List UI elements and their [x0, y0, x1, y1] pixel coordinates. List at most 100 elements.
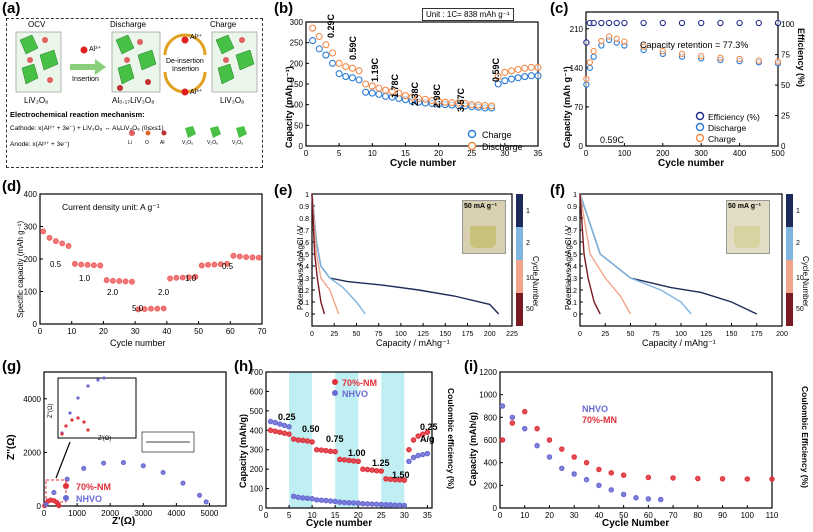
y-tick-label: 0.3 — [567, 276, 577, 283]
data-point-capacity — [65, 243, 72, 249]
x-tick-label: 25 — [330, 331, 338, 338]
data-point-capacity — [109, 277, 116, 284]
data-point-Charge — [501, 77, 509, 85]
x-tick-label: 10 — [308, 511, 317, 520]
data-point-70%-NM — [304, 438, 311, 444]
data-point-Efficiency (%) — [598, 19, 605, 27]
data-point-capacity — [243, 254, 250, 261]
y-tick-label: 0.1 — [299, 300, 309, 307]
y-tick-label: 500 — [250, 407, 264, 416]
discharge-compound: Al₀.₁₇LiV₃O₈ — [112, 96, 155, 105]
data-point-70%-NM — [313, 446, 320, 453]
data-point-NHVO — [387, 502, 394, 508]
x-tick-label: 50 — [627, 331, 635, 338]
series-line-50 — [579, 193, 601, 315]
data-point-NHVO — [378, 501, 385, 508]
zoom-arrow — [55, 441, 71, 479]
data-point-NHVO — [43, 501, 49, 507]
colorbar-segment — [516, 227, 523, 260]
data-point-Efficiency (%) — [605, 19, 613, 27]
rate-label-1: 0.59C — [348, 35, 358, 60]
data-point-Discharge — [381, 86, 390, 94]
legend-nhvo-marker — [332, 390, 338, 396]
data-point-capacity — [230, 252, 237, 259]
y-tick-label: 200 — [24, 255, 38, 264]
rate-label-7: 0.59C — [491, 57, 501, 82]
colorbar-segment — [516, 260, 523, 293]
y-tick-label: 300 — [250, 446, 264, 455]
data-point-70%-NM — [360, 466, 366, 472]
rate-label-5: 2.98C — [432, 83, 442, 108]
data-point-70%-MN — [559, 446, 565, 452]
data-point-Discharge — [481, 101, 489, 110]
data-point-70%-NM — [318, 447, 325, 453]
data-point-NHVO — [304, 495, 311, 502]
y-axis-label: Z''(Ω) — [6, 434, 17, 460]
data-point-NHVO — [355, 500, 361, 506]
y-axis-label: Potential vs Ag/AgCl / V — [564, 225, 573, 311]
legend-70nm-marker — [63, 483, 69, 489]
y-tick-label: 0 — [579, 142, 584, 151]
unit-note: Current density unit: A g⁻¹ — [62, 202, 160, 212]
panel-label: (g) — [2, 358, 22, 375]
data-point-70%-NM — [309, 439, 315, 445]
de-insertion-label: De-insertion — [166, 58, 204, 65]
y-tick-label: 100 — [290, 101, 304, 110]
data-point-Discharge — [527, 63, 535, 72]
rate-unit: A/g — [420, 434, 435, 444]
cathode-equation: Cathode: x(Al³⁺ + 3e⁻) + LiV₃O₈ ↔ AlₓLiV… — [10, 125, 164, 132]
x-tick-label: 30 — [400, 511, 409, 520]
data-point-Charge — [368, 89, 376, 97]
legend-charge-marker — [467, 129, 477, 139]
data-point-capacity — [173, 274, 180, 281]
x-tick-label: 20 — [354, 511, 363, 520]
rate-label-3: 5.0 — [132, 304, 144, 313]
y-tick-label: 200 — [484, 481, 498, 490]
legend-al: Al — [160, 140, 165, 146]
y-tick-label: 0.1 — [567, 300, 577, 307]
inset-point-70nm — [76, 416, 80, 420]
data-point-Discharge — [315, 32, 323, 41]
x-tick-label: 175 — [462, 331, 474, 338]
charge-compound: LiV₃O₈ — [220, 96, 245, 105]
rate-label-3: 1.00 — [348, 448, 366, 458]
data-point-NHVO — [300, 495, 306, 501]
data-point-Discharge — [590, 53, 597, 60]
data-point-Charge — [527, 72, 535, 80]
y-tick-label: 1 — [305, 192, 309, 199]
chart-e: 0 25 50 75 100 125 150 175 200 225 0 0.1 0.2 0.3 0.4 0.… — [299, 192, 523, 338]
x-tick-label: 125 — [417, 331, 429, 338]
data-point-70%-NM — [295, 437, 302, 443]
data-point-70%-NM — [286, 431, 292, 437]
rate-label-5: 1.0 — [185, 274, 197, 283]
data-point-Discharge — [468, 101, 476, 109]
x-tick-label: 90 — [718, 511, 727, 520]
data-point-capacity — [205, 261, 212, 268]
data-point-Efficiency (%) — [678, 19, 686, 27]
data-point-70%-MN — [769, 476, 775, 482]
data-point-capacity — [211, 261, 218, 268]
y-tick-label: 0.4 — [299, 264, 309, 271]
data-point-NHVO — [633, 495, 639, 501]
x-tick-label: 100 — [741, 511, 755, 520]
rate-note: 0.59C — [600, 135, 625, 145]
plot-frame — [265, 371, 433, 509]
insertion-label-2: Insertion — [172, 66, 199, 73]
panel-i: (i) 0 10 20 30 40 50 60 70 80 90 100 110 0 200 400 600 8… — [462, 358, 813, 532]
data-point-Charge — [335, 70, 343, 78]
mechanism-title: Electrochemical reaction mechanism: — [10, 110, 145, 119]
data-point-70%-NM — [383, 476, 389, 482]
colorbar-tick-50: 50 — [796, 306, 804, 313]
data-point-70%-NM — [267, 427, 274, 434]
panel-label: (b) — [274, 0, 294, 17]
data-point-70%-NM — [401, 477, 408, 483]
y-tick-label: 700 — [250, 368, 264, 377]
data-point-70%-NM — [373, 467, 380, 474]
data-point-capacity — [179, 274, 186, 281]
ion-label: Al³⁺ — [89, 46, 102, 53]
data-point-NHVO — [509, 414, 516, 421]
x-tick-label: 50 — [194, 327, 203, 336]
data-point-capacity — [135, 306, 142, 313]
data-point-NHVO — [645, 496, 652, 502]
rate-label-4: 2.38C — [410, 81, 420, 106]
